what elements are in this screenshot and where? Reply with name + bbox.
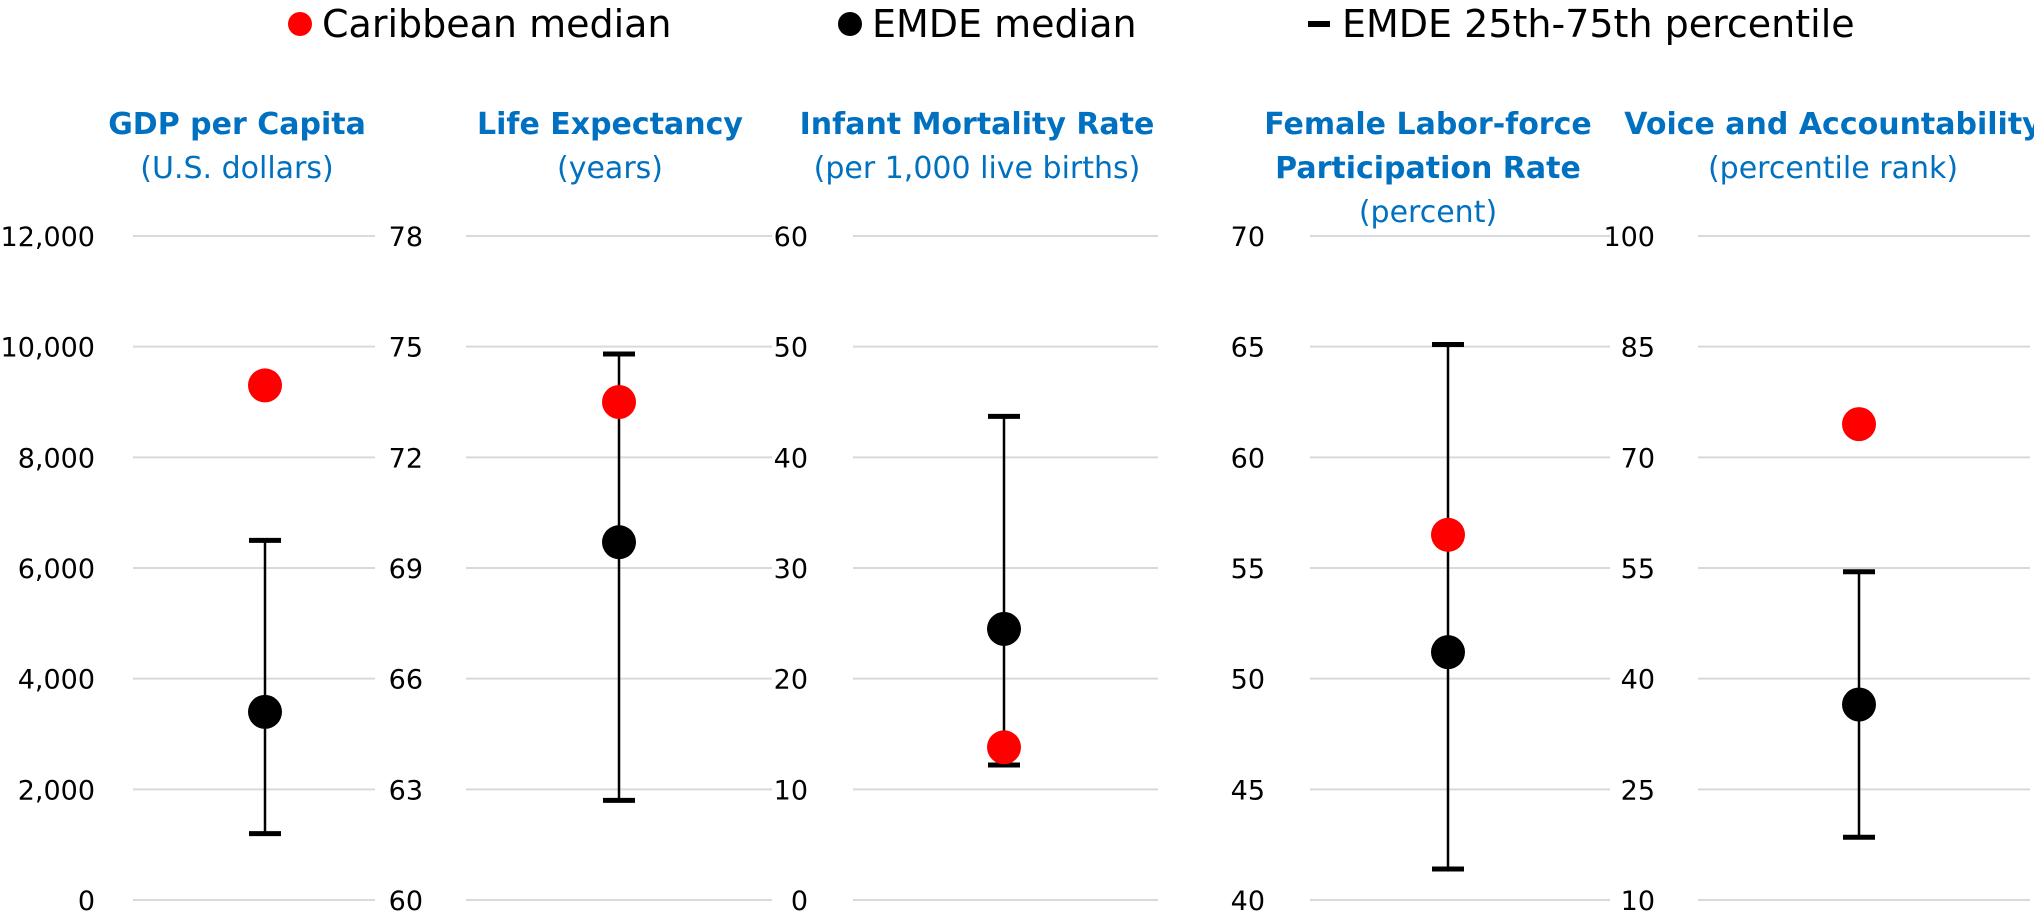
legend-label-range: EMDE 25th-75th percentile <box>1342 2 1855 46</box>
panel-title: GDP per Capita <box>108 107 366 142</box>
legend-label-caribbean: Caribbean median <box>322 2 672 46</box>
tick-label: 0 <box>78 886 95 912</box>
panel-4: Female Labor-force Participation Rate (per… <box>1231 107 1610 912</box>
tick-label: 70 <box>1621 443 1655 474</box>
legend-label-emde: EMDE median <box>872 2 1137 46</box>
panel-1: GDP per Capita (U.S. dollars) 0 2,000 4,000 6… <box>1 107 375 912</box>
tick-label: 40 <box>774 443 808 474</box>
tick-label: 40 <box>1621 665 1655 696</box>
tick-label: 45 <box>1231 775 1265 806</box>
tick-label: 65 <box>1231 333 1265 364</box>
emde-median-point <box>602 525 636 560</box>
emde-median-point <box>987 611 1021 646</box>
panel-title: Voice and Accountability <box>1624 107 2034 142</box>
red-dot-icon <box>288 12 312 36</box>
emde-median-point <box>1431 635 1465 670</box>
tick-label: 25 <box>1621 775 1655 806</box>
panel-5: Voice and Accountability (percentile rank… <box>1603 107 2034 912</box>
legend-item-range: EMDE 25th-75th percentile <box>1308 2 1855 46</box>
caribbean-median-point <box>1431 517 1465 552</box>
tick-label: 60 <box>389 886 423 912</box>
caribbean-median-point <box>602 385 636 419</box>
black-dot-icon <box>838 12 862 36</box>
tick-label: 85 <box>1621 333 1655 364</box>
tick-label: 2,000 <box>18 775 95 806</box>
tick-label: 8,000 <box>18 443 95 474</box>
tick-label: 4,000 <box>18 665 95 696</box>
tick-label: 55 <box>1231 554 1265 585</box>
panel-subtitle: (years) <box>557 151 663 186</box>
panel-2: Life Expectancy (years) 60 63 66 69 72 75 78 <box>389 107 772 912</box>
tick-label: 40 <box>1231 886 1265 912</box>
panel-title: Female Labor-force <box>1264 107 1591 142</box>
tick-label: 20 <box>774 665 808 696</box>
caribbean-median-point <box>1842 407 1876 442</box>
panel-title: Life Expectancy <box>477 107 743 142</box>
emde-median-point <box>1842 687 1876 722</box>
tick-label: 12,000 <box>1 222 95 253</box>
tick-label: 50 <box>1231 665 1265 696</box>
tick-label: 0 <box>791 886 808 912</box>
tick-label: 50 <box>774 333 808 364</box>
tick-label: 70 <box>1231 222 1265 253</box>
legend-item-caribbean: Caribbean median <box>288 2 672 46</box>
tick-label: 78 <box>389 222 423 253</box>
panel-title: Infant Mortality Rate <box>800 107 1155 142</box>
tick-label: 75 <box>389 333 423 364</box>
legend: Caribbean median EMDE median EMDE 25th-7… <box>0 0 2034 60</box>
tick-label: 55 <box>1621 554 1655 585</box>
tick-label: 66 <box>389 665 423 696</box>
tick-label: 10,000 <box>1 333 95 364</box>
emde-median-point <box>248 694 282 729</box>
panel-subtitle: (percentile rank) <box>1708 151 1958 186</box>
panel-title-line2: Participation Rate <box>1275 151 1581 186</box>
caribbean-median-point <box>987 730 1021 765</box>
panel-3: Infant Mortality Rate (per 1,000 live bir… <box>774 107 1158 912</box>
caribbean-median-point <box>248 368 282 403</box>
tick-label: 63 <box>389 775 423 806</box>
tick-label: 69 <box>389 554 423 585</box>
tick-label: 60 <box>1231 443 1265 474</box>
tick-label: 72 <box>389 443 423 474</box>
panel-subtitle: (U.S. dollars) <box>140 151 333 186</box>
tick-label: 60 <box>774 222 808 253</box>
dash-icon <box>1308 21 1330 27</box>
panel-subtitle: (per 1,000 live births) <box>814 151 1141 186</box>
tick-label: 10 <box>774 775 808 806</box>
legend-item-emde: EMDE median <box>838 2 1137 46</box>
tick-label: 100 <box>1603 222 1655 253</box>
tick-label: 30 <box>774 554 808 585</box>
panel-subtitle: (percent) <box>1359 195 1497 230</box>
tick-label: 10 <box>1621 886 1655 912</box>
tick-label: 6,000 <box>18 554 95 585</box>
